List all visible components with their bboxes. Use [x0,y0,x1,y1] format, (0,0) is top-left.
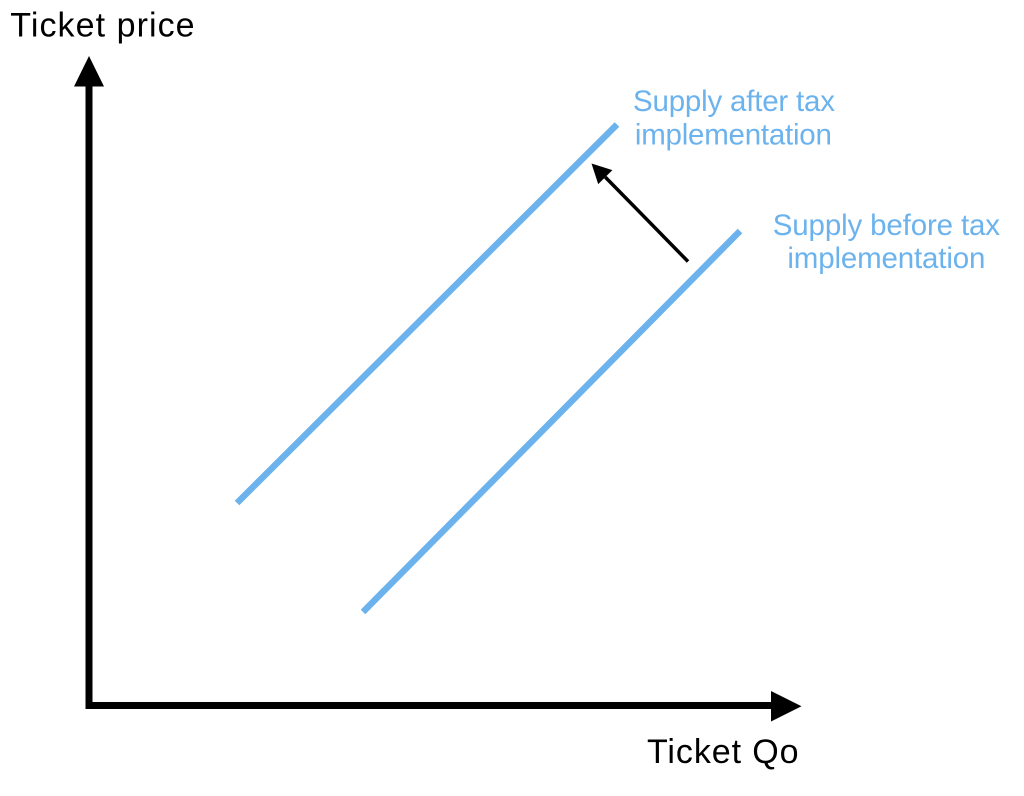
svg-text:Ticket price: Ticket price [10,7,194,45]
svg-text:Ticket Qo: Ticket Qo [647,733,799,771]
svg-text:implementation: implementation [787,242,985,275]
svg-text:implementation: implementation [635,119,832,152]
svg-text:Supply after tax: Supply after tax [633,85,835,118]
svg-text:Supply before tax: Supply before tax [773,209,1001,242]
